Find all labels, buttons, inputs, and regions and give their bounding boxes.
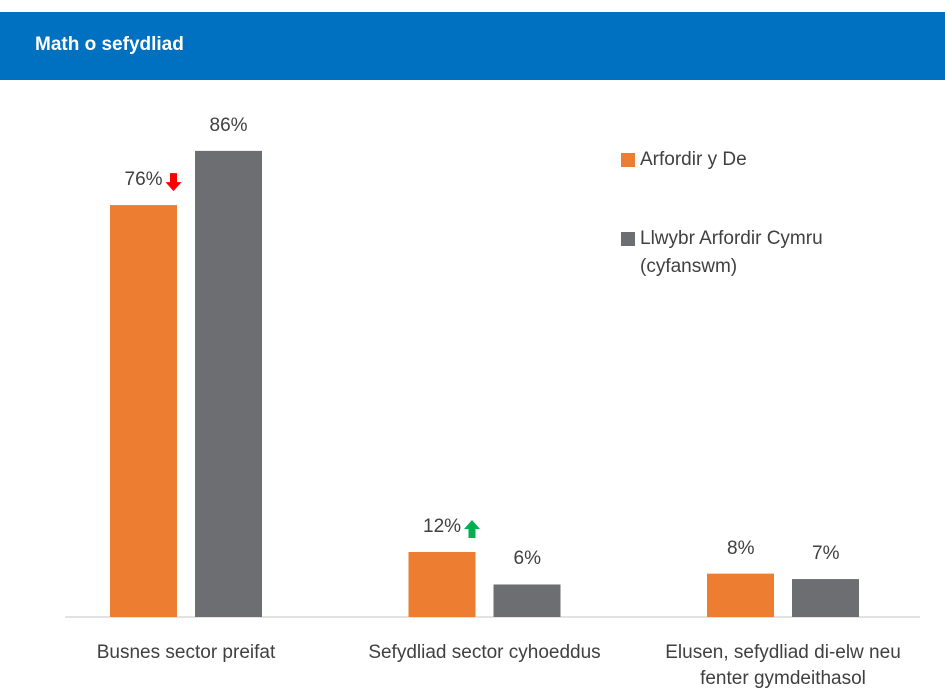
value-label: 7% — [812, 543, 840, 565]
value-label: 8% — [727, 537, 755, 559]
legend-label: Arfordir y De — [640, 149, 747, 170]
value-label: 12% — [423, 515, 462, 537]
change-arrow — [165, 173, 182, 192]
value-label: 86% — [209, 114, 248, 136]
x-tick-label: Sefydliad sector cyhoeddus — [368, 642, 601, 663]
header-banner — [0, 12, 945, 80]
value-label: 76% — [124, 169, 163, 191]
bar — [493, 584, 561, 617]
x-tick-label: Elusen, sefydliad di-elw neu fenter gymd… — [665, 642, 901, 689]
value-label: 6% — [513, 548, 541, 570]
bar — [110, 205, 177, 617]
x-tick-label: Busnes sector preifat — [96, 642, 276, 663]
bar — [408, 551, 476, 617]
legend-label: Llwybr Arfordir Cymru (cyfanswm) — [640, 228, 823, 277]
change-arrow — [464, 519, 480, 538]
legend-swatch — [621, 232, 635, 246]
header-title: Math o sefydliad — [35, 34, 184, 55]
bar — [707, 573, 774, 617]
bar — [792, 579, 859, 617]
legend-swatch — [621, 153, 635, 167]
bar — [195, 150, 262, 617]
